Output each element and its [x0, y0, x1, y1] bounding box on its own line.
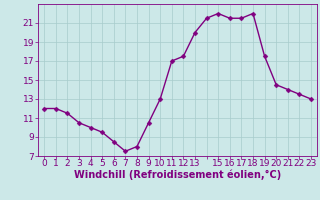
X-axis label: Windchill (Refroidissement éolien,°C): Windchill (Refroidissement éolien,°C) — [74, 170, 281, 180]
